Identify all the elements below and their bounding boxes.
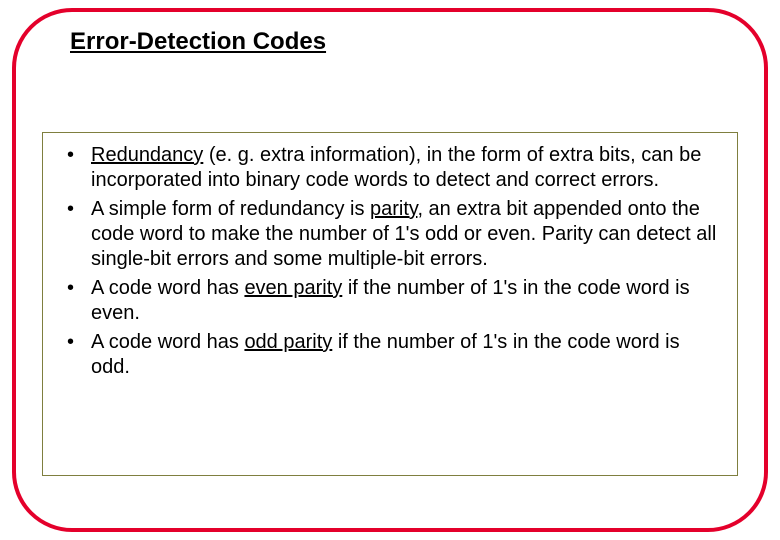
list-item: Redundancy (e. g. extra information), in… (59, 143, 721, 193)
bullet-text-underline: parity (370, 198, 417, 220)
list-item: A code word has odd parity if the number… (59, 330, 721, 380)
slide-title: Error-Detection Codes (70, 28, 326, 56)
bullet-text-pre: A code word has (91, 277, 244, 299)
bullet-text-pre: A code word has (91, 331, 244, 353)
list-item: A code word has even parity if the numbe… (59, 276, 721, 326)
bullet-text-pre: A simple form of redundancy is (91, 198, 370, 220)
bullet-text-underline: Redundancy (91, 144, 203, 166)
bullet-text-underline: odd parity (244, 331, 332, 353)
list-item: A simple form of redundancy is parity, a… (59, 197, 721, 272)
content-box: Redundancy (e. g. extra information), in… (42, 132, 738, 476)
bullet-list: Redundancy (e. g. extra information), in… (59, 143, 721, 380)
bullet-text-underline: even parity (244, 277, 342, 299)
